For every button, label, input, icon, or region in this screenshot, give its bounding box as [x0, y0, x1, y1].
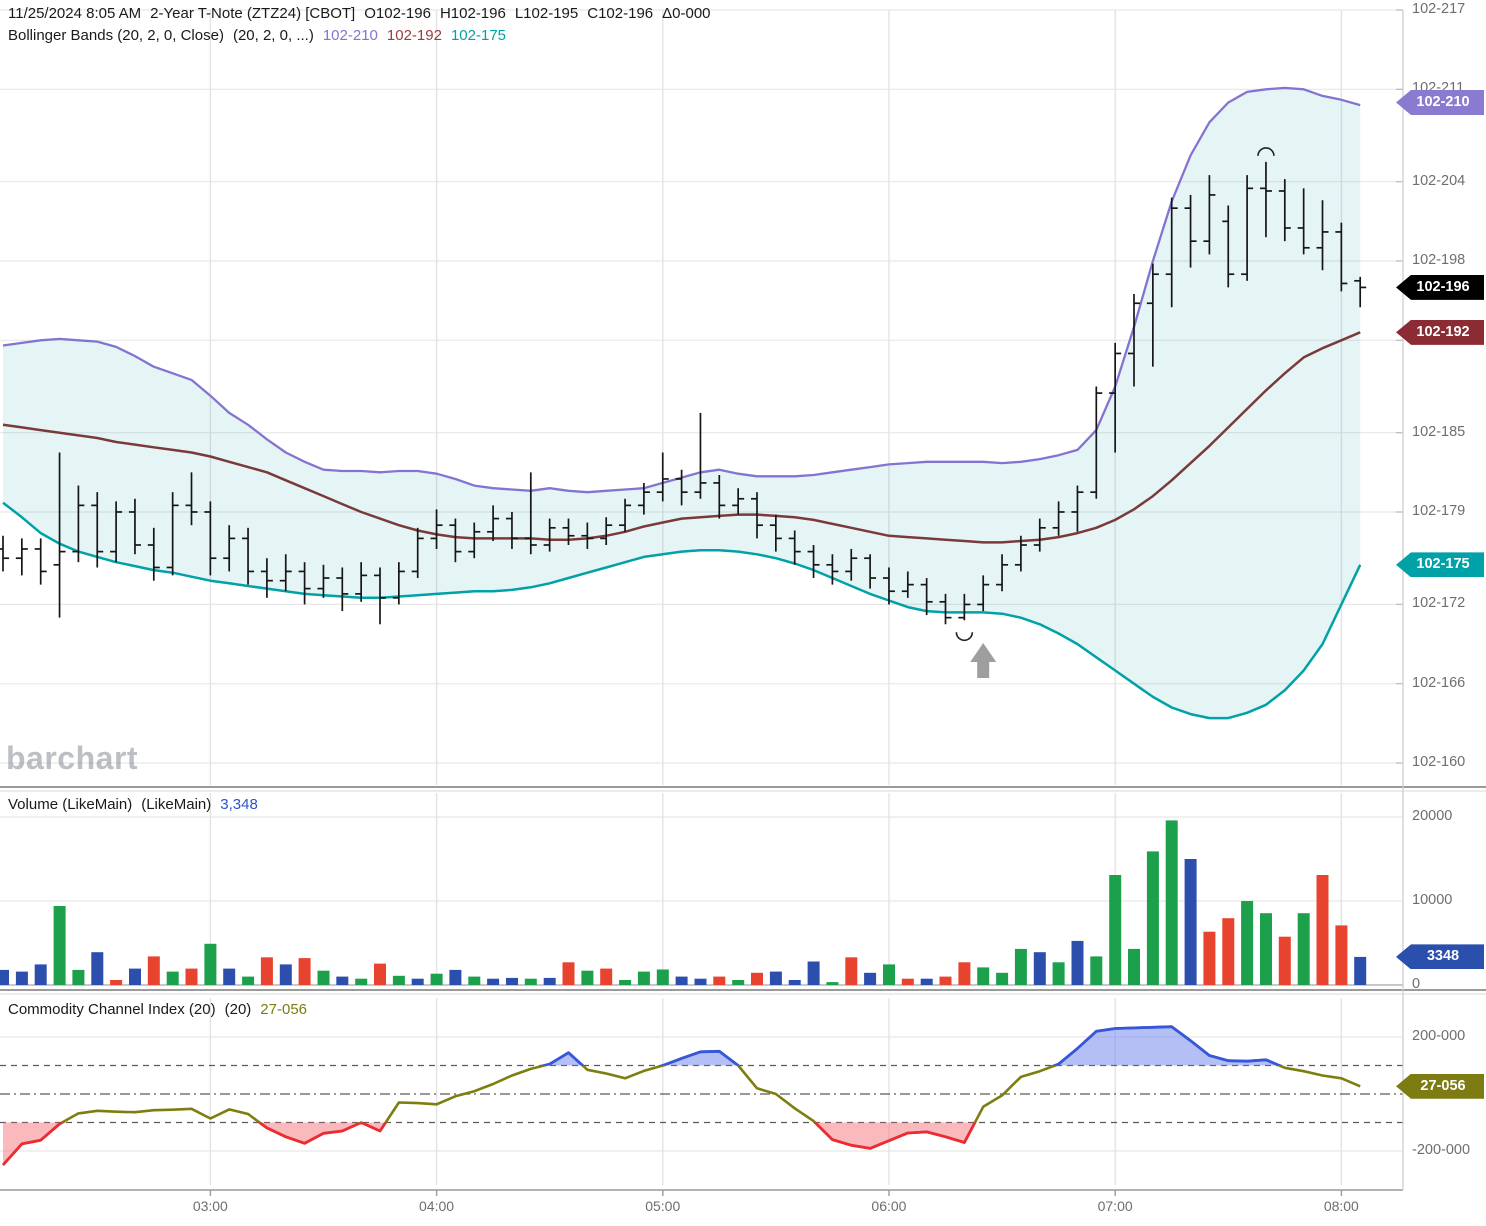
quote-high: H102-196: [439, 5, 506, 22]
price-axis-label: 102-160: [1412, 753, 1466, 770]
price-axis-label: 102-185: [1412, 423, 1466, 440]
bb-middle-value: 102-192: [386, 27, 442, 44]
cci-axis-label: -200-000: [1412, 1142, 1471, 1158]
price-axis-label: 102-204: [1412, 172, 1466, 189]
volume-study-param: (LikeMain): [141, 796, 212, 813]
price-axis-label: 102-217: [1412, 1, 1466, 17]
price-axis-label: 102-198: [1412, 251, 1466, 268]
volume-value: 3,348: [220, 796, 258, 813]
cci-value: 27-056: [260, 1001, 308, 1018]
cci-study-name[interactable]: Commodity Channel Index (20): [8, 1001, 216, 1018]
volume-badge: 3348: [1396, 944, 1484, 970]
price-axis-label: 102-166: [1412, 674, 1466, 691]
indicator-header: Bollinger Bands (20, 2, 0, Close) (20, 2…: [8, 27, 506, 44]
last-price-badge: 102-196: [1396, 274, 1484, 300]
quote-datetime: 11/25/2024 8:05 AM: [8, 5, 142, 22]
quote-header: 11/25/2024 8:05 AM 2-Year T-Note (ZTZ24)…: [8, 5, 711, 22]
bb-lower-value: 102-175: [450, 27, 507, 44]
quote-low: L102-195: [514, 5, 579, 22]
price-axis-label: 102-179: [1412, 502, 1466, 519]
cci-study-param: (20): [224, 1001, 252, 1018]
time-axis-label: 04:00: [419, 1198, 455, 1214]
volume-header: Volume (LikeMain) (LikeMain) 3,348: [8, 796, 258, 813]
volume-axis-label: 10000: [1412, 892, 1453, 908]
price-axis-label: 102-172: [1412, 595, 1466, 612]
bb-lower-badge: 102-175: [1396, 552, 1484, 578]
volume-axis-label: 0: [1412, 976, 1421, 992]
time-axis-label: 03:00: [192, 1198, 228, 1214]
quote-change: Δ0-000: [662, 5, 711, 22]
volume-axis-label: 20000: [1412, 808, 1453, 824]
bb-upper-value: 102-210: [322, 27, 378, 44]
cci-header: Commodity Channel Index (20) (20) 27-056: [8, 1001, 307, 1018]
time-axis-label: 06:00: [871, 1198, 907, 1214]
quote-symbol: 2-Year T-Note (ZTZ24) [CBOT]: [150, 5, 356, 22]
bb-middle-badge: 102-192: [1396, 319, 1484, 345]
time-axis-label: 05:00: [645, 1198, 681, 1214]
cci-badge: 27-056: [1396, 1073, 1484, 1099]
indicator-params: (20, 2, 0, ...): [232, 27, 314, 44]
indicator-name[interactable]: Bollinger Bands (20, 2, 0, Close): [8, 27, 224, 44]
cci-axis-label: 200-000: [1412, 1028, 1466, 1044]
time-axis-label: 08:00: [1323, 1198, 1359, 1214]
quote-close: C102-196: [587, 5, 654, 22]
quote-open: O102-196: [364, 5, 431, 22]
time-axis-label: 07:00: [1097, 1198, 1133, 1214]
volume-study-name[interactable]: Volume (LikeMain): [8, 796, 133, 813]
bb-upper-badge: 102-210: [1396, 89, 1484, 115]
barchart-logo: barchart: [6, 740, 139, 776]
